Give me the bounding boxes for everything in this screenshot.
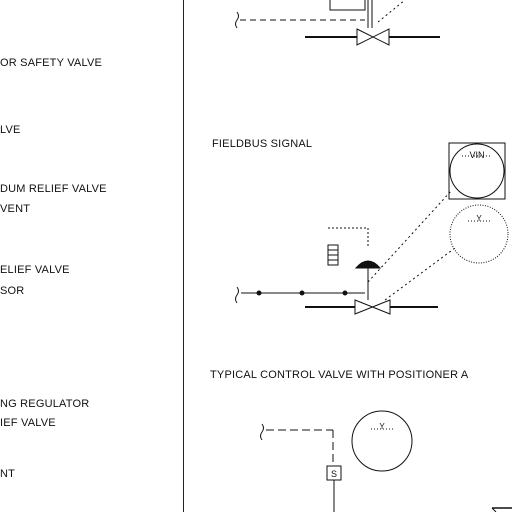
fieldbus-valve-icon [354, 299, 391, 315]
top-valve-assembly [235, 0, 440, 46]
fieldbus-link-2 [384, 247, 456, 301]
svg-text:Y: Y [379, 422, 385, 431]
legend-item-sensor: SOR [0, 285, 25, 297]
panel-divider [183, 0, 184, 512]
fieldbus-signal-tail-icon [235, 286, 239, 304]
typical-signal-tail-icon [260, 423, 264, 441]
legend-item-safety-valve: OR SAFETY VALVE [0, 57, 103, 69]
link-line [377, 0, 406, 23]
diaphragm-actuator-icon [354, 260, 382, 269]
gate-valve-icon [356, 28, 390, 46]
shared-display-circle [449, 143, 505, 199]
fieldbus-signal-label: FIELDBUS SIGNAL [212, 138, 313, 150]
actuator-box [329, 0, 366, 11]
instrument-tag: VIN [469, 150, 484, 160]
typical-instrument-circle [351, 410, 413, 472]
fieldbus-node [342, 290, 348, 296]
fieldbus-link-1 [367, 189, 453, 283]
shared-display-box [448, 142, 506, 200]
legend-item-regulator: NG REGULATOR [0, 398, 90, 410]
legend-item-valve: LVE [0, 124, 21, 136]
fieldbus-assembly: VIN Y [235, 142, 509, 315]
fieldbus-node [256, 290, 262, 296]
legend-item-vacuum-relief: DUM RELIEF VALVE [0, 183, 107, 195]
svg-text:Y: Y [476, 214, 482, 223]
legend-item-vent: VENT [0, 203, 31, 215]
typical-valve-assembly: S Y [260, 410, 512, 512]
solenoid-tag: S [331, 469, 337, 479]
legend-item-relief-valve-2: IEF VALVE [0, 417, 56, 429]
signal-tail-icon [235, 11, 239, 29]
fieldbus-node [299, 290, 305, 296]
legend-item-nt: NT [0, 468, 16, 480]
typical-control-valve-label: TYPICAL CONTROL VALVE WITH POSITIONER A [210, 369, 469, 381]
legend-item-relief-valve: ELIEF VALVE [0, 264, 70, 276]
field-instrument-circle [449, 204, 509, 264]
